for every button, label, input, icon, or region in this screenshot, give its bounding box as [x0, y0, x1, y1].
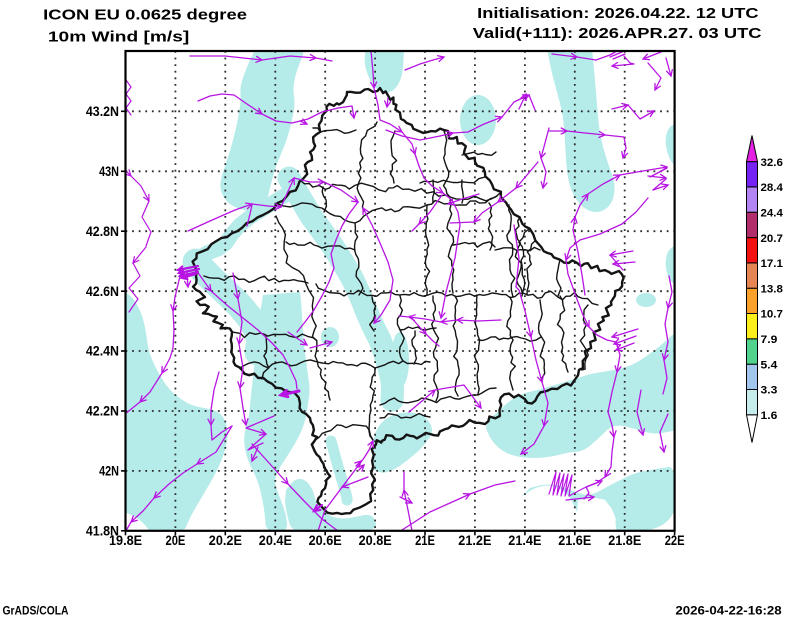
- svg-text:21E: 21E: [415, 532, 435, 548]
- svg-text:1.6: 1.6: [761, 410, 778, 422]
- svg-text:21.4E: 21.4E: [508, 532, 541, 548]
- svg-text:7.9: 7.9: [761, 334, 778, 346]
- svg-text:10m Wind [m/s]: 10m Wind [m/s]: [48, 29, 189, 46]
- svg-text:20.2E: 20.2E: [209, 532, 242, 548]
- svg-text:42N: 42N: [99, 463, 119, 479]
- svg-text:22E: 22E: [665, 532, 685, 548]
- svg-text:20.7: 20.7: [761, 233, 783, 245]
- svg-text:43N: 43N: [99, 163, 119, 179]
- svg-text:GrADS/COLA: GrADS/COLA: [3, 604, 69, 618]
- svg-text:17.1: 17.1: [761, 258, 783, 270]
- svg-text:19.8E: 19.8E: [109, 532, 142, 548]
- svg-text:ICON EU 0.0625 degree: ICON EU 0.0625 degree: [43, 7, 247, 24]
- svg-text:Valid(+111): 2026.APR.27. 03 U: Valid(+111): 2026.APR.27. 03 UTC: [473, 26, 762, 42]
- svg-text:20.6E: 20.6E: [309, 532, 342, 548]
- svg-text:24.4: 24.4: [761, 207, 784, 219]
- svg-text:20.8E: 20.8E: [359, 532, 392, 548]
- svg-text:Initialisation: 2026.04.22. 12: Initialisation: 2026.04.22. 12 UTC: [477, 6, 759, 22]
- svg-text:32.6: 32.6: [761, 157, 783, 169]
- svg-text:42.4N: 42.4N: [86, 343, 119, 359]
- svg-text:43.2N: 43.2N: [86, 103, 119, 119]
- svg-text:20E: 20E: [166, 532, 186, 548]
- svg-text:10.7: 10.7: [761, 309, 783, 321]
- svg-text:42.2N: 42.2N: [86, 403, 119, 419]
- svg-text:20.4E: 20.4E: [259, 532, 292, 548]
- svg-text:3.3: 3.3: [761, 385, 778, 397]
- svg-text:21.2E: 21.2E: [458, 532, 491, 548]
- svg-text:21.8E: 21.8E: [608, 532, 641, 548]
- svg-text:13.8: 13.8: [761, 283, 783, 295]
- svg-text:41.8N: 41.8N: [86, 523, 119, 539]
- svg-text:42.8N: 42.8N: [86, 223, 119, 239]
- svg-text:42.6N: 42.6N: [86, 283, 119, 299]
- svg-text:2026-04-22-16:28: 2026-04-22-16:28: [675, 604, 782, 618]
- svg-text:5.4: 5.4: [761, 359, 779, 371]
- svg-text:21.6E: 21.6E: [558, 532, 591, 548]
- svg-text:28.4: 28.4: [761, 182, 784, 194]
